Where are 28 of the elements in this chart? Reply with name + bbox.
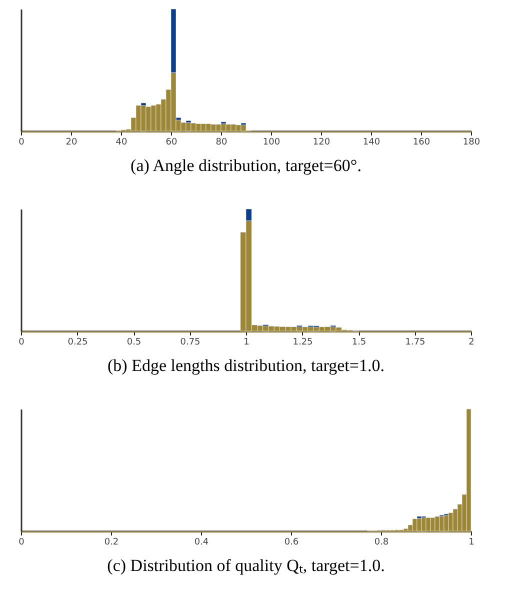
x-tick-label: 80 [216,138,228,148]
text: (b) Edge lengths distribution, target=1.0. [108,356,384,375]
x-tick-label: 160 [412,138,430,148]
x-tick-label: 1.5 [352,338,366,348]
x-tick-label: 180 [462,138,480,148]
text: (c) Distribution of quality Qₜ, target=1.0. [107,556,385,575]
x-tick-label: 1 [468,538,474,548]
x-tick-label: 0 [18,338,25,348]
x-tick-label: 0.4 [194,538,209,548]
x-tick-label: 0 [18,138,25,148]
x-tick-label: 0.5 [126,338,142,348]
x-tick-label: 0.2 [104,538,119,548]
x-tick-label: 0.75 [180,338,200,348]
x-tick-label: 2 [468,338,474,348]
x-tick-label: 60 [166,138,178,148]
x-tick-label: 0.25 [68,338,88,348]
x-tick-label: 40 [116,138,128,148]
x-tick-label: 1 [244,338,250,348]
x-tick-label: 0 [18,538,25,548]
x-tick-label: 20 [66,138,78,148]
text: (a) Angle distribution, target=60°. [130,156,362,175]
x-tick-label: 1.75 [405,338,426,348]
x-tick-label: 120 [312,138,330,148]
x-tick-label: 0.8 [374,538,389,548]
x-tick-label: 140 [362,138,380,148]
x-tick-label: 1.25 [292,338,313,348]
x-tick-label: 0.6 [284,538,299,548]
x-tick-label: 100 [262,138,280,148]
